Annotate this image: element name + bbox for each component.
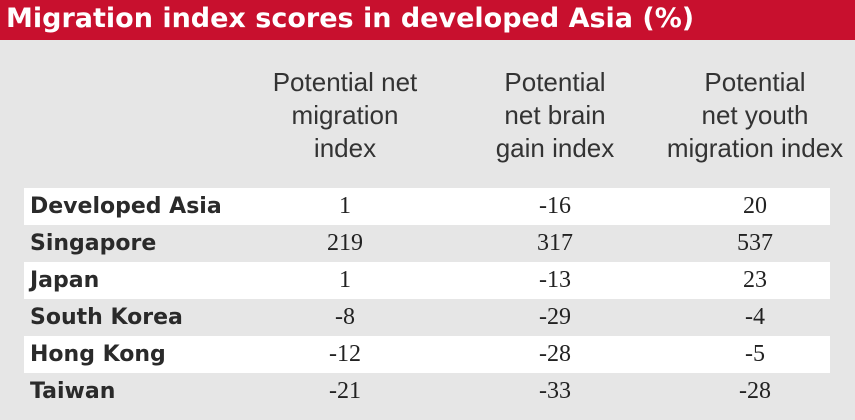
- table-cell: 219: [327, 230, 363, 256]
- row-label: Developed Asia: [30, 194, 222, 219]
- row-label: South Korea: [30, 305, 183, 330]
- table-row: Taiwan -21 -33 -28: [0, 373, 855, 410]
- chart-title: Migration index scores in developed Asia…: [0, 0, 855, 40]
- table-cell: -5: [745, 341, 765, 367]
- table-cell: 20: [743, 193, 767, 219]
- table-cell: 1: [339, 193, 351, 219]
- table-row: Developed Asia 1 -16 20: [0, 188, 855, 225]
- table-cell: -21: [329, 378, 361, 404]
- row-label: Taiwan: [30, 379, 116, 404]
- column-header-line: Potential net: [272, 67, 418, 97]
- table-cell: -12: [329, 341, 361, 367]
- table-row: South Korea -8 -29 -4: [0, 299, 855, 336]
- table-cell: 1: [339, 267, 351, 293]
- table-cell: -4: [745, 304, 765, 330]
- table-cell: -28: [539, 341, 571, 367]
- row-stripe: [24, 188, 830, 225]
- column-header-line: index: [313, 133, 377, 163]
- table-cell: -16: [539, 193, 571, 219]
- table-cell: 317: [537, 230, 573, 256]
- table-cell: 537: [737, 230, 773, 256]
- table-cell: -33: [539, 378, 571, 404]
- row-label: Singapore: [30, 231, 157, 256]
- column-header-line: Potential: [504, 67, 606, 97]
- table-row: Japan 1 -13 23: [0, 262, 855, 299]
- column-header-brain-gain: Potential net brain gain index: [455, 66, 655, 176]
- table-cell: 23: [743, 267, 767, 293]
- row-label: Hong Kong: [30, 342, 166, 367]
- column-header-youth-migration: Potential net youth migration index: [655, 66, 855, 176]
- table-cell: -29: [539, 304, 571, 330]
- table-row: Hong Kong -12 -28 -5: [0, 336, 855, 373]
- table-row: Singapore 219 317 537: [0, 225, 855, 262]
- table-cell: -8: [335, 304, 355, 330]
- column-header-net-migration: Potential net migration index: [240, 66, 450, 176]
- column-header-line: migration: [291, 100, 399, 130]
- data-table: Developed Asia 1 -16 20 Singapore 219 31…: [0, 188, 855, 410]
- table-cell: -28: [739, 378, 771, 404]
- row-stripe: [24, 262, 830, 299]
- column-header-line: net youth: [701, 100, 809, 130]
- column-header-line: net brain: [504, 100, 606, 130]
- column-header-line: Potential: [704, 67, 806, 97]
- table-cell: -13: [539, 267, 571, 293]
- row-stripe: [24, 336, 830, 373]
- column-header-line: migration index: [666, 133, 844, 163]
- column-header-line: gain index: [495, 133, 615, 163]
- row-label: Japan: [30, 268, 100, 293]
